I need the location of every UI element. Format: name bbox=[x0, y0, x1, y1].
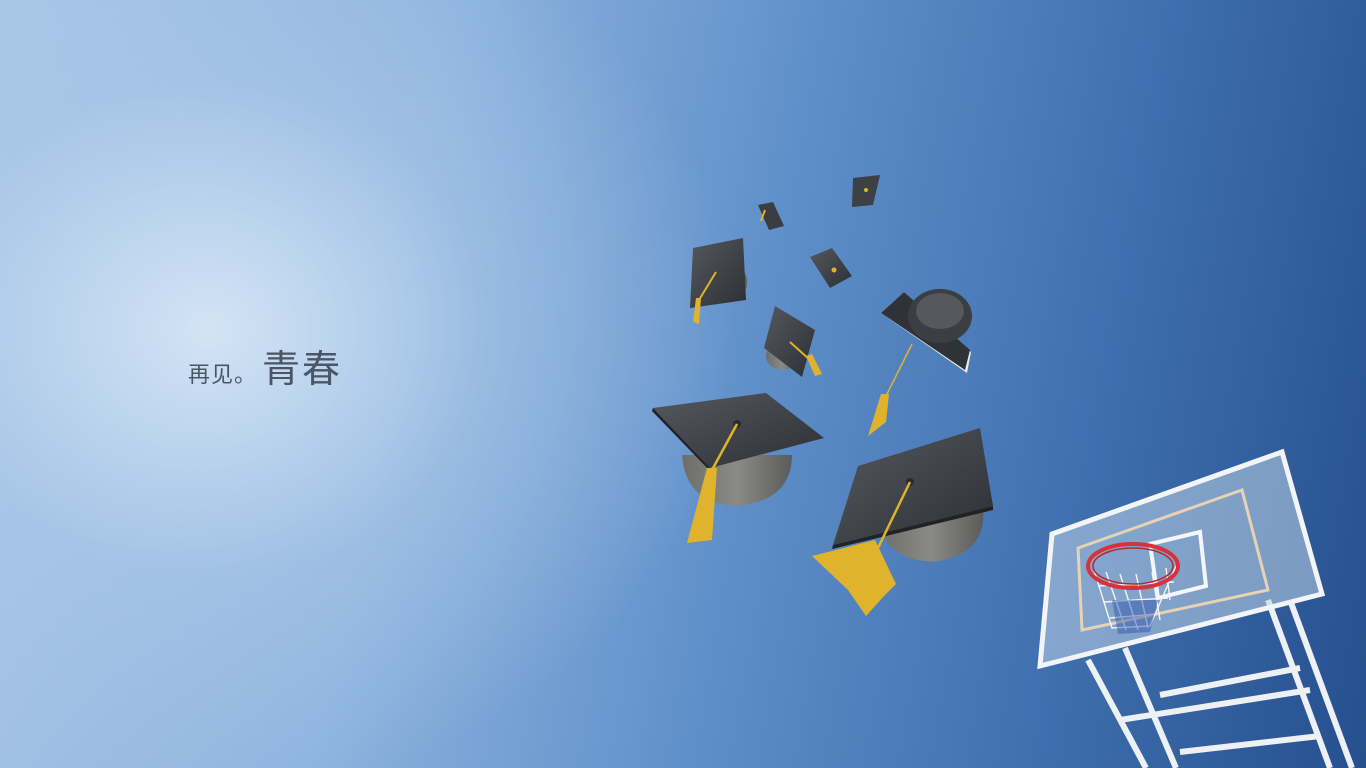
mortarboard-large-1 bbox=[652, 393, 824, 543]
caption-big: 青春 bbox=[262, 347, 343, 391]
caption-small: 再见 bbox=[188, 363, 235, 388]
mortarboard-mid-3 bbox=[868, 289, 972, 436]
mortarboard-far-1 bbox=[852, 175, 880, 207]
basketball-hoop bbox=[1037, 448, 1355, 768]
caption-dot: 。 bbox=[234, 363, 257, 388]
mortarboard-far-3 bbox=[810, 248, 852, 288]
mortarboard-mid-2 bbox=[764, 306, 822, 377]
caption: 再见 。 青春 bbox=[188, 338, 343, 391]
mortarboard-far-2 bbox=[758, 202, 784, 230]
mortarboard-mid-1 bbox=[690, 238, 747, 324]
mortarboard-large-2 bbox=[812, 428, 993, 616]
